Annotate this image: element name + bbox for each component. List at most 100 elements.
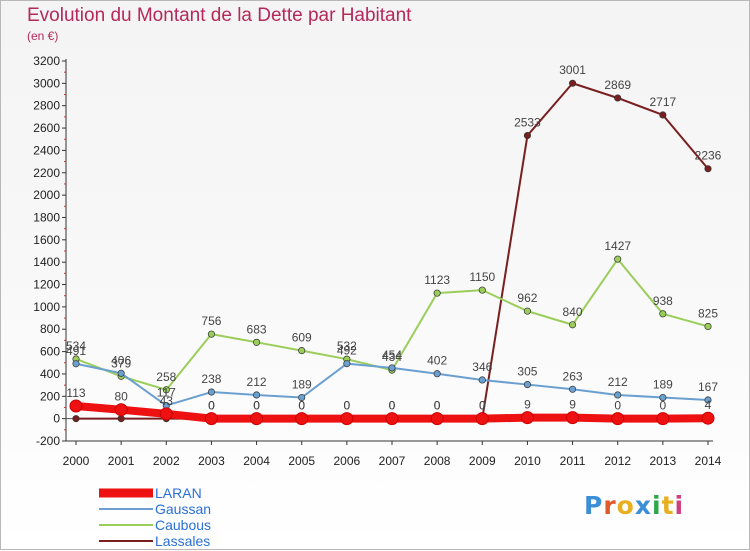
- data-label-gaussan: 212: [608, 375, 628, 389]
- legend-label-caubous: Caubous: [155, 517, 212, 533]
- data-label-gaussan: 402: [427, 354, 447, 368]
- data-label-laran: 0: [660, 399, 667, 413]
- proxiti-logo: Proxiti: [584, 491, 684, 520]
- data-label-lassales: 0: [298, 399, 305, 413]
- data-point-lassales: [72, 415, 80, 423]
- data-label-laran: 0: [298, 399, 305, 413]
- legend-swatch-gaussan: [99, 508, 153, 510]
- data-point-caubous: [523, 307, 531, 315]
- data-label-caubous: 1123: [424, 273, 450, 287]
- data-point-caubous: [207, 330, 215, 338]
- data-label-caubous: 1427: [604, 239, 631, 253]
- data-label-gaussan: 238: [201, 372, 221, 386]
- logo-letter: i: [674, 491, 685, 520]
- data-point-laran: [69, 399, 83, 413]
- data-label-gaussan: 212: [247, 375, 267, 389]
- data-point-laran: [204, 412, 218, 426]
- y-tick-label: 800: [40, 322, 60, 336]
- data-point-lassales: [659, 111, 667, 119]
- data-point-gaussan: [433, 370, 441, 378]
- x-tick-label: 2003: [198, 454, 225, 468]
- data-point-laran: [475, 412, 489, 426]
- data-label-laran: 0: [253, 399, 260, 413]
- data-point-caubous: [659, 310, 667, 318]
- data-point-lassales: [569, 79, 577, 87]
- data-point-lassales: [614, 94, 622, 102]
- logo-letter: r: [603, 491, 617, 520]
- logo-letter: t: [661, 491, 675, 520]
- data-label-caubous: 840: [563, 305, 583, 319]
- data-point-gaussan: [614, 391, 622, 399]
- x-tick-label: 2006: [334, 454, 361, 468]
- data-label-lassales: 2236: [695, 149, 722, 163]
- data-label-gaussan: 189: [653, 378, 673, 392]
- legend-label-lassales: Lassales: [155, 533, 211, 549]
- data-label-caubous: 434: [382, 350, 402, 364]
- data-point-laran: [340, 412, 354, 426]
- y-tick-label: 600: [40, 345, 60, 359]
- x-tick-label: 2001: [108, 454, 135, 468]
- data-label-gaussan: 263: [563, 369, 583, 383]
- data-label-lassales: 2717: [650, 95, 677, 109]
- x-tick-label: 2011: [560, 454, 586, 468]
- data-point-laran: [701, 411, 715, 425]
- data-label-lassales: 0: [253, 399, 260, 413]
- data-label-gaussan: 492: [337, 344, 357, 358]
- data-label-laran: 0: [614, 399, 621, 413]
- data-label-gaussan: 167: [698, 380, 718, 394]
- data-point-laran: [385, 412, 399, 426]
- data-label-gaussan: 346: [472, 360, 492, 374]
- data-label-laran: 113: [66, 386, 85, 400]
- data-point-caubous: [614, 255, 622, 263]
- data-label-laran: 0: [208, 399, 215, 413]
- y-tick-label: -200: [36, 434, 60, 448]
- data-label-gaussan: 406: [111, 353, 131, 367]
- y-tick-label: 1200: [33, 278, 60, 292]
- data-label-lassales: 0: [344, 399, 351, 413]
- x-tick-label: 2013: [650, 454, 677, 468]
- chart-subtitle: (en €): [27, 29, 59, 43]
- data-point-gaussan: [207, 388, 215, 396]
- chart-title: Evolution du Montant de la Dette par Hab…: [27, 5, 412, 26]
- data-label-laran: 9: [524, 398, 531, 412]
- data-label-lassales: 0: [389, 399, 396, 413]
- data-point-laran: [430, 412, 444, 426]
- data-point-laran: [656, 412, 670, 426]
- data-label-laran: 9: [569, 398, 576, 412]
- data-point-gaussan: [298, 393, 306, 402]
- data-point-gaussan: [523, 381, 531, 389]
- data-point-laran: [566, 411, 580, 425]
- y-tick-label: 2200: [33, 166, 60, 180]
- data-point-lassales: [117, 415, 125, 423]
- logo-letter: x: [634, 491, 652, 520]
- data-point-gaussan: [569, 385, 577, 393]
- data-label-caubous: 756: [201, 314, 221, 328]
- data-label-laran: 0: [344, 399, 351, 413]
- data-label-caubous: 962: [517, 291, 537, 305]
- y-tick-label: 3200: [33, 54, 60, 68]
- x-tick-label: 2014: [695, 454, 722, 468]
- logo-letter: P: [584, 491, 604, 520]
- y-tick-label: 2800: [33, 99, 60, 113]
- data-label-laran: 4: [705, 398, 712, 412]
- data-label-caubous: 534: [66, 339, 86, 353]
- data-label-caubous: 532: [337, 339, 357, 353]
- data-point-gaussan: [343, 360, 351, 368]
- data-point-gaussan: [659, 393, 667, 402]
- data-label-gaussan: 189: [292, 378, 312, 392]
- data-point-gaussan: [72, 360, 80, 368]
- x-tick-label: 2010: [514, 454, 541, 468]
- data-label-lassales: 0: [479, 399, 486, 413]
- data-point-lassales: [523, 131, 531, 140]
- data-label-laran: 0: [434, 399, 441, 413]
- data-label-gaussan: 117: [157, 386, 176, 400]
- y-tick-label: 1400: [33, 255, 60, 269]
- data-label-caubous: 1150: [469, 270, 495, 284]
- data-label-caubous: 683: [247, 322, 267, 336]
- data-label-gaussan: 491: [66, 344, 86, 358]
- data-point-caubous: [162, 386, 170, 394]
- data-point-caubous: [704, 322, 712, 330]
- x-tick-label: 2012: [604, 454, 631, 468]
- y-tick-label: 2400: [33, 143, 60, 157]
